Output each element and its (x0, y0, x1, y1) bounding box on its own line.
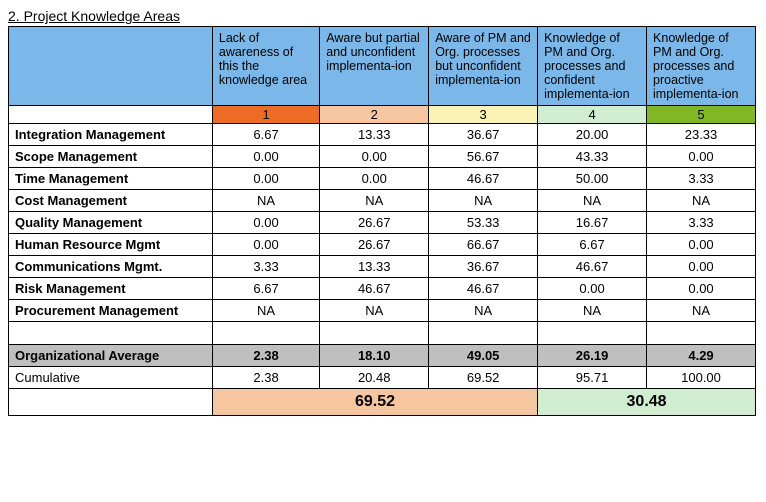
cell: 0.00 (320, 168, 429, 190)
cell: NA (538, 190, 647, 212)
org-average-row: Organizational Average 2.38 18.10 49.05 … (9, 345, 756, 367)
col-header-5: Knowledge of PM and Org. processes and p… (647, 27, 756, 106)
table-row: Cost ManagementNANANANANA (9, 190, 756, 212)
cell: NA (429, 190, 538, 212)
cumul-label: Cumulative (9, 367, 213, 389)
cell: 50.00 (538, 168, 647, 190)
col-header-1: Lack of awareness of this the knowledge … (212, 27, 319, 106)
cell: 0.00 (212, 234, 319, 256)
cell: NA (212, 300, 319, 322)
cell: 0.00 (647, 278, 756, 300)
table-row: Quality Management0.0026.6753.3316.673.3… (9, 212, 756, 234)
cell: 6.67 (212, 278, 319, 300)
avg-v1: 2.38 (212, 345, 319, 367)
cell: 6.67 (538, 234, 647, 256)
cell: 0.00 (538, 278, 647, 300)
avg-v3: 49.05 (429, 345, 538, 367)
column-header-row: Lack of awareness of this the knowledge … (9, 27, 756, 106)
row-label: Human Resource Mgmt (9, 234, 213, 256)
cell: NA (647, 300, 756, 322)
cumul-v2: 20.48 (320, 367, 429, 389)
avg-v4: 26.19 (538, 345, 647, 367)
cumulative-row: Cumulative 2.38 20.48 69.52 95.71 100.00 (9, 367, 756, 389)
spacer-row (9, 322, 756, 345)
cumul-v5: 100.00 (647, 367, 756, 389)
row-label: Procurement Management (9, 300, 213, 322)
cell: 36.67 (429, 124, 538, 146)
scale-3: 3 (429, 106, 538, 124)
cell: 0.00 (647, 234, 756, 256)
summary-row: 69.52 30.48 (9, 389, 756, 416)
row-label: Time Management (9, 168, 213, 190)
cell: 0.00 (647, 146, 756, 168)
cell: 56.67 (429, 146, 538, 168)
row-label: Quality Management (9, 212, 213, 234)
cell: 26.67 (320, 212, 429, 234)
knowledge-areas-table: Lack of awareness of this the knowledge … (8, 26, 756, 416)
table-row: Communications Mgmt.3.3313.3336.6746.670… (9, 256, 756, 278)
cell: NA (320, 190, 429, 212)
cell: 0.00 (212, 168, 319, 190)
cell: NA (212, 190, 319, 212)
cell: NA (320, 300, 429, 322)
cell: 46.67 (429, 168, 538, 190)
cell: 3.33 (212, 256, 319, 278)
table-row: Human Resource Mgmt0.0026.6766.676.670.0… (9, 234, 756, 256)
cell: NA (429, 300, 538, 322)
summary-empty (9, 389, 213, 416)
cell: 46.67 (538, 256, 647, 278)
cell: 23.33 (647, 124, 756, 146)
scale-5: 5 (647, 106, 756, 124)
cell: 20.00 (538, 124, 647, 146)
avg-v2: 18.10 (320, 345, 429, 367)
cell: 0.00 (647, 256, 756, 278)
cell: 0.00 (320, 146, 429, 168)
cell: 0.00 (212, 212, 319, 234)
cell: 43.33 (538, 146, 647, 168)
table-row: Integration Management6.6713.3336.6720.0… (9, 124, 756, 146)
section-title: 2. Project Knowledge Areas (8, 8, 758, 24)
cumul-v1: 2.38 (212, 367, 319, 389)
cell: 46.67 (320, 278, 429, 300)
cell: 16.67 (538, 212, 647, 234)
cell: 0.00 (212, 146, 319, 168)
cell: 36.67 (429, 256, 538, 278)
table-row: Procurement ManagementNANANANANA (9, 300, 756, 322)
table-row: Time Management0.000.0046.6750.003.33 (9, 168, 756, 190)
cell: 53.33 (429, 212, 538, 234)
row-label: Risk Management (9, 278, 213, 300)
cell: 13.33 (320, 124, 429, 146)
scale-row: 1 2 3 4 5 (9, 106, 756, 124)
scale-4: 4 (538, 106, 647, 124)
summary-left: 69.52 (212, 389, 537, 416)
cumul-v4: 95.71 (538, 367, 647, 389)
cell: 3.33 (647, 168, 756, 190)
row-label: Communications Mgmt. (9, 256, 213, 278)
scale-2: 2 (320, 106, 429, 124)
avg-label: Organizational Average (9, 345, 213, 367)
cell: 66.67 (429, 234, 538, 256)
header-empty (9, 27, 213, 106)
col-header-4: Knowledge of PM and Org. processes and c… (538, 27, 647, 106)
row-label: Integration Management (9, 124, 213, 146)
cell: NA (538, 300, 647, 322)
cell: 3.33 (647, 212, 756, 234)
col-header-3: Aware of PM and Org. processes but uncon… (429, 27, 538, 106)
summary-right: 30.48 (538, 389, 756, 416)
cell: 6.67 (212, 124, 319, 146)
row-label: Scope Management (9, 146, 213, 168)
cell: 26.67 (320, 234, 429, 256)
cell: NA (647, 190, 756, 212)
cell: 46.67 (429, 278, 538, 300)
scale-1: 1 (212, 106, 319, 124)
col-header-2: Aware but partial and unconfident implem… (320, 27, 429, 106)
cumul-v3: 69.52 (429, 367, 538, 389)
table-row: Scope Management0.000.0056.6743.330.00 (9, 146, 756, 168)
cell: 13.33 (320, 256, 429, 278)
avg-v5: 4.29 (647, 345, 756, 367)
scale-label-empty (9, 106, 213, 124)
row-label: Cost Management (9, 190, 213, 212)
table-row: Risk Management6.6746.6746.670.000.00 (9, 278, 756, 300)
